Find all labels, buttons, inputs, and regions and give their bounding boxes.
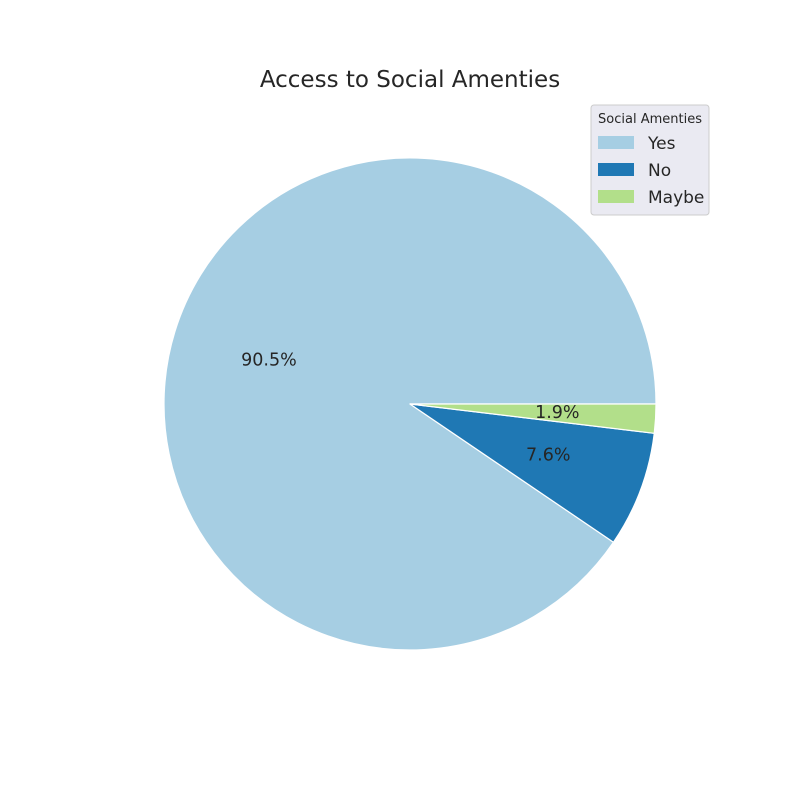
legend-entries: Yes No Maybe <box>598 134 704 208</box>
slice-value-label-no: 7.6% <box>526 446 570 466</box>
slice-value-label-yes: 90.5% <box>241 351 297 371</box>
legend-frame <box>590 104 710 216</box>
legend-label-yes: Yes <box>647 134 676 154</box>
slice-value-label-maybe: 1.9% <box>535 403 579 423</box>
legend-swatch-maybe <box>598 190 634 203</box>
legend: Social Amenties Yes No Maybe <box>590 104 710 216</box>
legend-label-no: No <box>648 161 671 181</box>
slice-value-labels: 90.5% 7.6% 1.9% <box>241 351 579 466</box>
pie-slice-maybe <box>409 403 657 434</box>
legend-swatch-no <box>598 163 634 176</box>
legend-title: Social Amenties <box>598 112 702 127</box>
pie-slices <box>163 157 657 651</box>
chart-title: Access to Social Amenties <box>260 67 560 93</box>
pie-slice-no <box>409 403 655 543</box>
legend-swatch-yes <box>598 136 634 149</box>
legend-label-maybe: Maybe <box>648 188 704 208</box>
